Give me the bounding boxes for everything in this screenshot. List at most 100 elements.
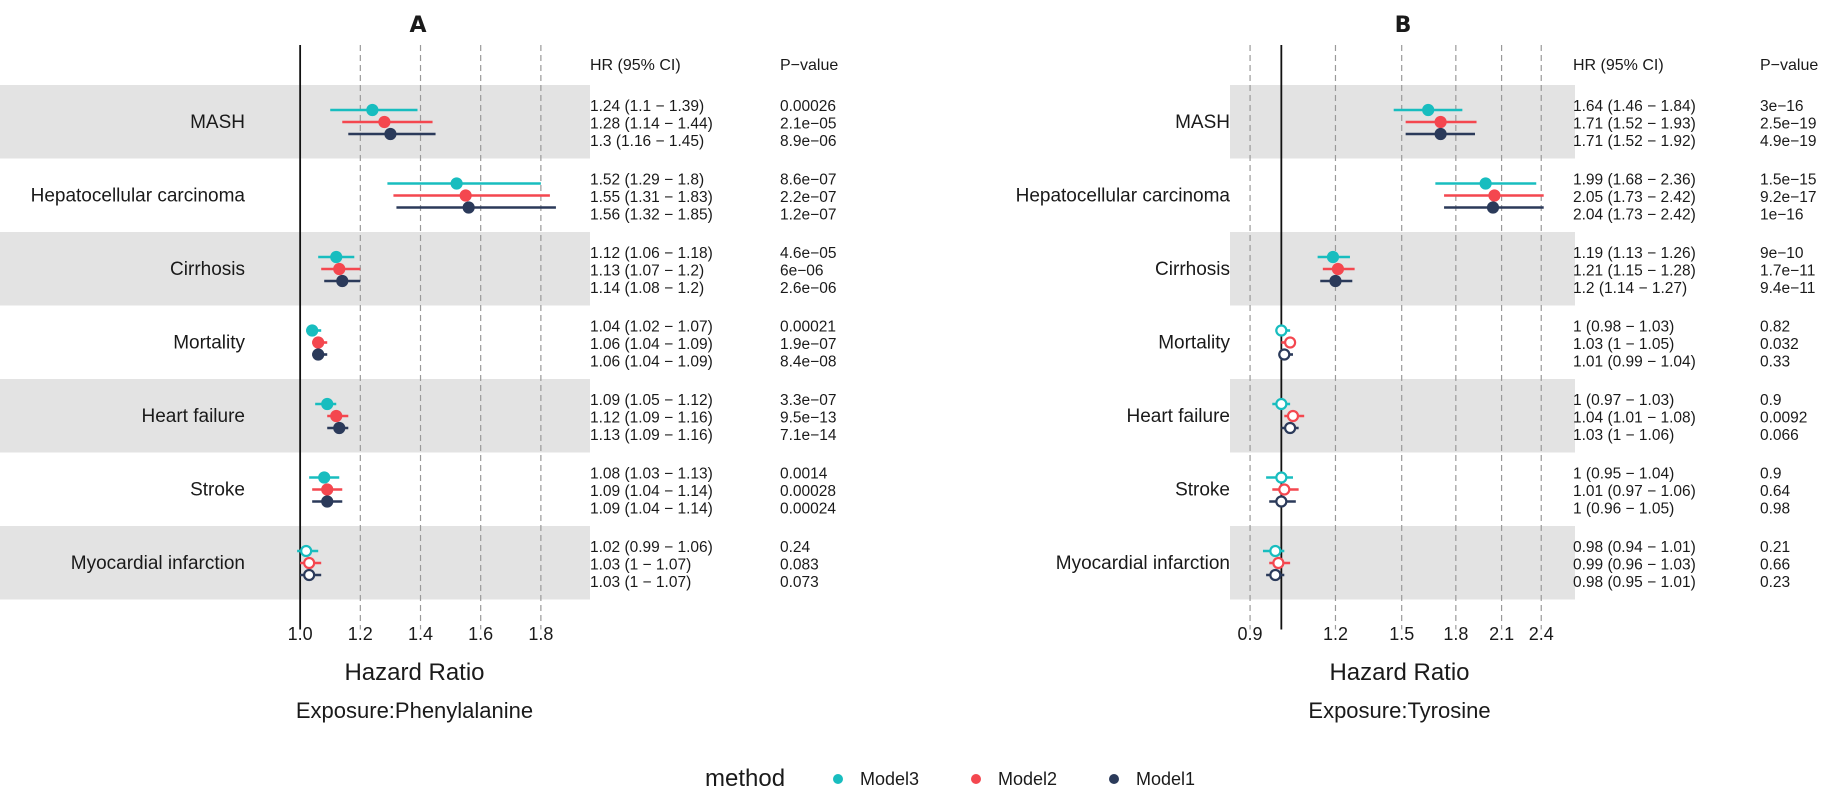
hr-point [1286, 409, 1300, 423]
hr-ci-label: 2.04 (1.73 − 2.42) [1573, 207, 1696, 224]
hr-point [378, 115, 391, 129]
hr-ci-label: 0.98 (0.94 − 1.01) [1573, 539, 1696, 556]
x-tick-label: 1.4 [408, 624, 433, 644]
legend-item-label: Model3 [860, 769, 919, 789]
p-value-label: 0.82 [1760, 319, 1790, 336]
p-value-label: 8.9e−06 [780, 133, 836, 150]
x-tick-label: 1.8 [528, 624, 553, 644]
hr-ci-label: 1.24 (1.1 − 1.39) [590, 98, 704, 115]
row-band [1230, 85, 1575, 159]
x-tick-label: 1.8 [1443, 624, 1468, 644]
hr-point [1331, 262, 1345, 276]
x-tick-label: 0.9 [1238, 624, 1263, 644]
hr-point [312, 336, 325, 349]
hr-point [300, 544, 313, 558]
p-value-label: 0.64 [1760, 483, 1791, 500]
x-tick-label: 2.4 [1529, 624, 1554, 644]
hr-ci-label: 1.14 (1.08 − 1.2) [590, 280, 704, 297]
hr-ci-label: 0.99 (0.96 − 1.03) [1573, 557, 1696, 574]
hr-point [333, 421, 346, 435]
hr-point [459, 189, 472, 202]
hr-ci-label: 1.2 (1.14 − 1.27) [1573, 280, 1687, 297]
outcome-label: MASH [1175, 112, 1230, 133]
p-value-label: 0.21 [1760, 539, 1790, 556]
p-value-label: 2.2e−07 [780, 189, 836, 206]
p-value-label: 0.0092 [1760, 410, 1807, 427]
hr-ci-label: 1 (0.95 − 1.04) [1573, 466, 1674, 483]
outcome-label: Stroke [1175, 480, 1230, 501]
hr-ci-label: 1.28 (1.14 − 1.44) [590, 116, 713, 133]
p-value-label: 1.5e−15 [1760, 172, 1816, 189]
outcome-label: Cirrhosis [1155, 259, 1230, 280]
hr-point [1329, 274, 1342, 288]
hr-point [1269, 568, 1282, 582]
row-band [1230, 232, 1575, 306]
outcome-label: Mortality [173, 333, 245, 354]
x-tick-label: 1.2 [1323, 624, 1348, 644]
p-value-label: 3.3e−07 [780, 392, 836, 409]
legend-item-label: Model2 [998, 769, 1057, 789]
p-column-header: P−value [1760, 57, 1818, 74]
hr-point [321, 483, 334, 496]
p-value-label: 0.98 [1760, 501, 1790, 518]
legend-swatch [1109, 774, 1119, 784]
p-value-label: 0.24 [780, 539, 811, 556]
legend-title: method [705, 765, 785, 792]
panel-label: B [1395, 13, 1412, 38]
p-value-label: 1.7e−11 [1760, 263, 1815, 280]
hr-ci-label: 0.98 (0.95 − 1.01) [1573, 574, 1696, 591]
p-value-label: 0.23 [1760, 574, 1790, 591]
p-value-label: 0.066 [1760, 427, 1799, 444]
hr-point [462, 201, 475, 214]
hr-column-header: HR (95% CI) [590, 57, 681, 74]
p-value-label: 2.6e−06 [780, 280, 836, 297]
hr-ci-label: 1.12 (1.09 − 1.16) [590, 410, 713, 427]
hr-point [1272, 556, 1285, 570]
hr-point [312, 348, 325, 361]
hr-ci-label: 1.06 (1.04 − 1.09) [590, 336, 713, 353]
outcome-label: MASH [190, 112, 245, 133]
x-tick-label: 1.2 [348, 624, 373, 644]
hr-ci-label: 1.3 (1.16 − 1.45) [590, 133, 704, 150]
hr-point [1278, 483, 1291, 496]
exposure-subtitle: Exposure:Tyrosine [1308, 698, 1490, 723]
hr-point [1434, 115, 1447, 129]
hr-ci-label: 2.05 (1.73 − 2.42) [1573, 189, 1696, 206]
outcome-label: Cirrhosis [170, 259, 245, 280]
outcome-label: Stroke [190, 480, 245, 501]
hr-point [450, 177, 463, 190]
row-band [0, 85, 590, 159]
p-value-label: 0.0014 [780, 466, 828, 483]
hr-ci-label: 1.04 (1.02 − 1.07) [590, 319, 713, 336]
hr-ci-label: 1.03 (1 − 1.07) [590, 574, 691, 591]
outcome-label: Heart failure [142, 406, 246, 427]
row-band [0, 379, 590, 453]
x-tick-label: 1.6 [468, 624, 493, 644]
hr-ci-label: 1.13 (1.07 − 1.2) [590, 263, 704, 280]
x-tick-label: 1.0 [288, 624, 313, 644]
hr-ci-label: 1.09 (1.04 − 1.14) [590, 501, 713, 518]
p-value-label: 0.00026 [780, 98, 836, 115]
legend-item-label: Model1 [1136, 769, 1195, 789]
hr-ci-label: 1.21 (1.15 − 1.28) [1573, 263, 1696, 280]
p-value-label: 0.032 [1760, 336, 1799, 353]
legend-swatch [833, 774, 843, 784]
hr-ci-label: 1.19 (1.13 − 1.26) [1573, 245, 1696, 262]
p-value-label: 6e−06 [780, 263, 824, 280]
p-value-label: 0.33 [1760, 354, 1790, 371]
p-value-label: 2.1e−05 [780, 116, 836, 133]
hr-ci-label: 1 (0.98 − 1.03) [1573, 319, 1674, 336]
hr-point [321, 397, 334, 411]
exposure-subtitle: Exposure:Phenylalanine [296, 698, 533, 723]
hr-ci-label: 1.55 (1.31 − 1.83) [590, 189, 713, 206]
panel-b: B 0.9 1.2 1.5 1.8 2.1 2.4 HR (95% CI) P−value MAS… [1016, 13, 1819, 723]
hr-point [330, 409, 343, 423]
hr-ci-label: 1.52 (1.29 − 1.8) [590, 172, 704, 189]
outcome-label: Myocardial infarction [71, 553, 245, 574]
hr-ci-label: 1.06 (1.04 − 1.09) [590, 354, 713, 371]
hr-point [1479, 177, 1492, 190]
outcome-label: Mortality [1158, 333, 1230, 354]
hr-point [330, 250, 343, 264]
hr-ci-label: 1.13 (1.09 − 1.16) [590, 427, 713, 444]
